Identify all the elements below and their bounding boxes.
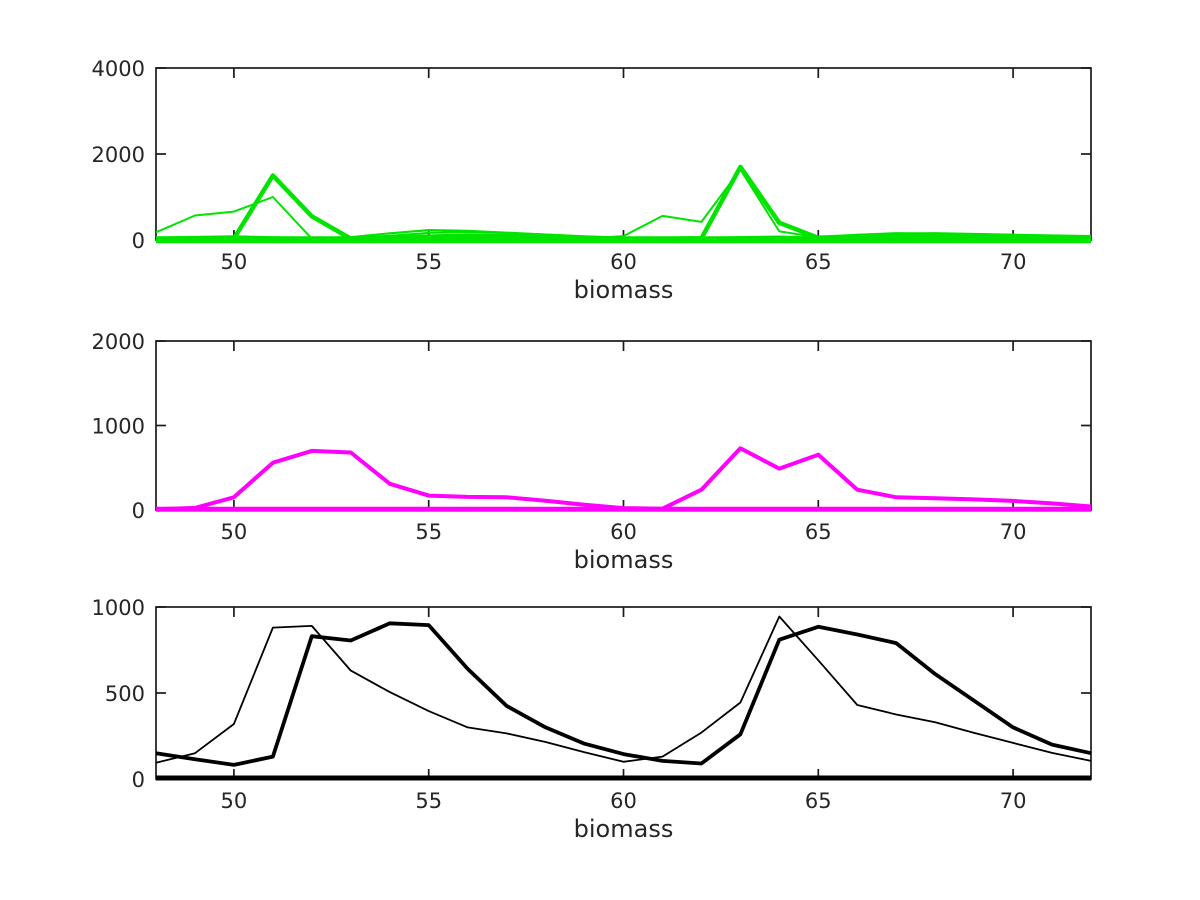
y-tick-label: 0: [132, 229, 145, 253]
x-tick-label: 55: [415, 250, 442, 274]
x-tick-label: 65: [805, 520, 832, 544]
y-tick-label: 500: [105, 682, 145, 706]
series-green-thin-main: [155, 168, 1092, 240]
x-tick-label: 60: [610, 250, 637, 274]
x-tick-label: 50: [221, 250, 248, 274]
subplot-3: 50 55 60 65 70 0 500 1000 biomass: [92, 596, 1092, 843]
subplot-1: 50 55 60 65 70 0 2000 4000 biomass: [92, 57, 1092, 304]
y-tick-label: 1000: [92, 596, 145, 620]
y-tick-label: 0: [132, 768, 145, 792]
x-tick-label: 70: [1000, 520, 1027, 544]
x-tick-label: 55: [415, 789, 442, 813]
subplot-2: 50 55 60 65 70 0 1000 2000 biomass: [92, 330, 1092, 574]
y-tick-label: 0: [132, 499, 145, 523]
series-black-thick: [155, 621, 1092, 767]
series-green-thick-main: [156, 164, 1092, 242]
y-tick-label: 4000: [92, 57, 145, 81]
x-tick-label: 70: [1000, 789, 1027, 813]
axes-frame: [155, 340, 1092, 511]
x-tick-label: 50: [221, 789, 248, 813]
x-tick-label: 65: [805, 250, 832, 274]
axes-frame: [155, 67, 1092, 241]
y-tick-label: 1000: [92, 415, 145, 439]
y-tick-label: 2000: [92, 143, 145, 167]
x-axis-label: biomass: [574, 546, 674, 574]
x-tick-label: 70: [1000, 250, 1027, 274]
x-tick-label: 65: [805, 789, 832, 813]
x-tick-label: 50: [221, 520, 248, 544]
x-axis-label: biomass: [574, 276, 674, 304]
x-tick-label: 60: [610, 789, 637, 813]
x-tick-label: 55: [415, 520, 442, 544]
x-axis-label: biomass: [574, 815, 674, 843]
series-black-thin: [155, 615, 1092, 764]
y-tick-label: 2000: [92, 330, 145, 354]
x-tick-label: 60: [610, 520, 637, 544]
